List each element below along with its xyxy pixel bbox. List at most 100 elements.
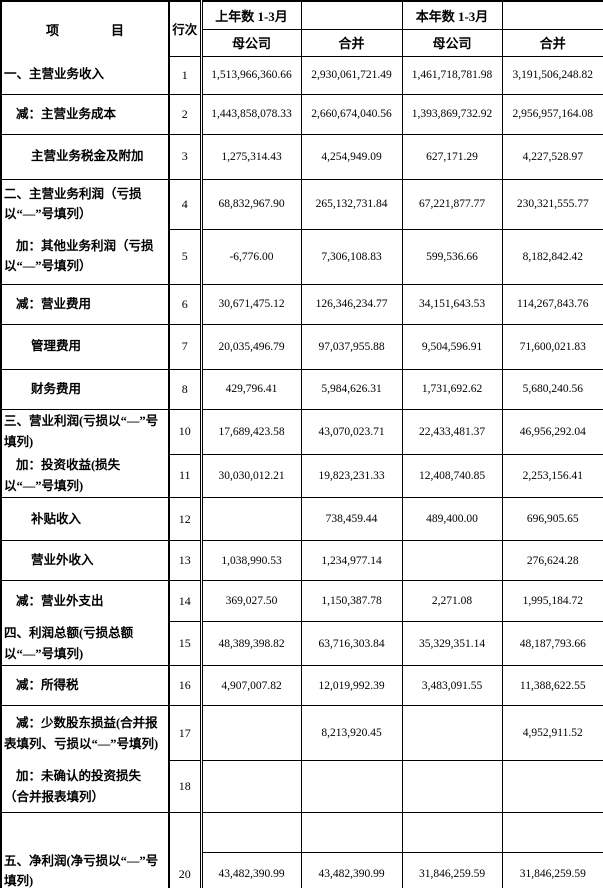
table-row: 营业外收入 13 1,038,990.53 1,234,977.14 276,624.2… bbox=[0, 540, 603, 582]
value-cell: 1,995,184.72 bbox=[501, 580, 603, 623]
value-cell: 43,482,390.99 bbox=[300, 852, 403, 888]
column-header-curr-period: 本年数 1-3月 bbox=[401, 0, 503, 30]
line-number-cell: 12 bbox=[168, 497, 202, 542]
item-cell: 二、主营业务利润（亏损以“—”号填列） bbox=[0, 178, 170, 229]
table-row: 管理费用 7 20,035,496.79 97,037,955.88 9,504,596… bbox=[0, 323, 603, 370]
value-cell: 1,038,990.53 bbox=[199, 540, 302, 582]
value-cell: 97,037,955.88 bbox=[300, 323, 403, 370]
value-cell: 2,660,674,040.56 bbox=[300, 93, 403, 135]
value-cell: 1,513,966,360.66 bbox=[199, 55, 302, 95]
value-cell: 11,388,622.55 bbox=[501, 665, 603, 707]
item-cell: 减：少数股东损益(合并报表填列、亏损以“—”号填列) bbox=[0, 705, 170, 761]
line-number-cell: 11 bbox=[168, 453, 202, 499]
value-cell: 12,408,740.85 bbox=[401, 453, 503, 499]
table-row: 43,482,390.99 43,482,390.99 31,846,259.59 3… bbox=[1, 852, 603, 888]
table-row: 三、营业利润(亏损以“—”号填列) 10 17,689,423.58 43,070,0… bbox=[0, 408, 603, 455]
item-cell: 加：其他业务利润（亏损以“—”号填列） bbox=[0, 229, 170, 284]
value-cell: 30,030,012.21 bbox=[199, 453, 302, 499]
value-cell: 276,624.28 bbox=[501, 540, 603, 582]
value-cell: 7,306,108.83 bbox=[300, 228, 403, 285]
value-cell: 738,459.44 bbox=[300, 497, 403, 542]
value-cell: 1,731,692.62 bbox=[401, 368, 503, 410]
value-cell: 31,846,259.59 bbox=[501, 852, 603, 888]
column-header-line-no: 行次 bbox=[168, 0, 202, 57]
value-cell bbox=[401, 760, 503, 814]
table-row: 减：所得税 16 4,907,007.82 12,019,992.39 3,483,09… bbox=[0, 665, 603, 707]
value-cell bbox=[199, 760, 302, 814]
line-number-cell: 17 bbox=[168, 705, 202, 762]
value-cell: 230,321,555.77 bbox=[501, 178, 603, 230]
value-cell: 114,267,843.76 bbox=[501, 283, 603, 325]
item-cell: 减：主营业务成本 bbox=[0, 93, 170, 134]
item-cell: 四、利润总额(亏损总额以“—”号填列) bbox=[0, 621, 170, 666]
line-number-cell: 16 bbox=[168, 665, 202, 707]
table-row: 主营业务税金及附加 3 1,275,314.43 4,254,949.09 627,17… bbox=[0, 133, 603, 180]
item-cell: 加：投资收益(损失以“—”号填列) bbox=[0, 454, 170, 498]
item-cell: 营业外收入 bbox=[0, 540, 170, 581]
column-header-prev-period: 上年数 1-3月 bbox=[199, 0, 302, 30]
value-cell: 22,433,481.37 bbox=[401, 408, 503, 455]
line-number-cell: 3 bbox=[168, 133, 202, 180]
column-header-consolidated-prev: 合并 bbox=[300, 28, 403, 57]
value-cell: 31,846,259.59 bbox=[401, 852, 503, 888]
line-number-cell: 1 bbox=[168, 55, 202, 95]
item-cell: 管理费用 bbox=[0, 323, 170, 369]
value-cell: 1,393,869,732.92 bbox=[401, 93, 503, 135]
table-row: 五、净利润(净亏损以“—”号填列) 20 bbox=[0, 812, 603, 888]
value-cell: 8,182,842.42 bbox=[501, 228, 603, 285]
value-cell: 4,227,528.97 bbox=[501, 133, 603, 180]
value-cell-empty bbox=[199, 812, 302, 854]
value-cell: 48,389,398.82 bbox=[199, 621, 302, 667]
item-cell: 减：营业费用 bbox=[0, 283, 170, 324]
value-cell: 43,482,390.99 bbox=[199, 852, 302, 888]
table-row: 加：其他业务利润（亏损以“—”号填列） 5 -6,776.00 7,306,108.8… bbox=[0, 228, 603, 285]
table-header: 项 目 行次 上年数 1-3月 本年数 1-3月 母公司 合并 母公司 合并 bbox=[0, 0, 603, 57]
item-cell: 五、净利润(净亏损以“—”号填列) bbox=[0, 812, 170, 888]
value-cell: -6,776.00 bbox=[199, 228, 302, 285]
value-cell bbox=[501, 760, 603, 814]
table-row: 财务费用 8 429,796.41 5,984,626.31 1,731,692.62 5… bbox=[0, 368, 603, 410]
value-cell: 126,346,234.77 bbox=[300, 283, 403, 325]
line-number-cell: 7 bbox=[168, 323, 202, 370]
value-cell: 1,234,977.14 bbox=[300, 540, 403, 582]
table-row: 二、主营业务利润（亏损以“—”号填列） 4 68,832,967.90 265,132… bbox=[0, 178, 603, 230]
line-number-cell: 13 bbox=[168, 540, 202, 582]
value-cell: 599,536.66 bbox=[401, 228, 503, 285]
value-cell: 2,930,061,721.49 bbox=[300, 55, 403, 95]
value-cell: 5,680,240.56 bbox=[501, 368, 603, 410]
column-header-item: 项 目 bbox=[0, 0, 170, 56]
value-cell: 5,984,626.31 bbox=[300, 368, 403, 410]
value-cell: 369,027.50 bbox=[199, 580, 302, 623]
value-cell: 8,213,920.45 bbox=[300, 705, 403, 762]
item-cell: 一、主营业务收入 bbox=[0, 56, 170, 94]
value-cell: 30,671,475.12 bbox=[199, 283, 302, 325]
line-number-cell: 6 bbox=[168, 283, 202, 325]
table-row: 减：营业外支出 14 369,027.50 1,150,387.78 2,271.08 1… bbox=[0, 580, 603, 623]
header-row-entities: 母公司 合并 母公司 合并 bbox=[1, 28, 603, 57]
value-cell: 1,150,387.78 bbox=[300, 580, 403, 623]
column-header-parent-curr: 母公司 bbox=[401, 28, 503, 57]
line-number-cell: 8 bbox=[168, 368, 202, 410]
line-number-cell: 5 bbox=[168, 228, 202, 285]
value-cell: 265,132,731.84 bbox=[300, 178, 403, 230]
line-number-cell: 14 bbox=[168, 580, 202, 623]
line-number-cell: 18 bbox=[168, 760, 202, 814]
value-cell: 1,461,718,781.98 bbox=[401, 55, 503, 95]
value-cell: 2,956,957,164.08 bbox=[501, 93, 603, 135]
table-row: 补贴收入 12 738,459.44 489,400.00 696,905.65 bbox=[0, 497, 603, 542]
value-cell bbox=[199, 705, 302, 762]
item-cell: 主营业务税金及附加 bbox=[0, 133, 170, 179]
value-cell: 48,187,793.66 bbox=[501, 621, 603, 667]
header-empty-cell bbox=[501, 0, 603, 30]
item-cell: 财务费用 bbox=[0, 368, 170, 409]
value-cell: 46,956,292.04 bbox=[501, 408, 603, 455]
value-cell: 3,483,091.55 bbox=[401, 665, 503, 707]
value-cell: 2,253,156.41 bbox=[501, 453, 603, 499]
value-cell: 71,600,021.83 bbox=[501, 323, 603, 370]
value-cell-empty bbox=[401, 812, 503, 854]
value-cell: 9,504,596.91 bbox=[401, 323, 503, 370]
value-cell: 68,832,967.90 bbox=[199, 178, 302, 230]
item-cell: 减：所得税 bbox=[0, 665, 170, 706]
table-body: 一、主营业务收入 1 1,513,966,360.66 2,930,061,721.4… bbox=[0, 55, 603, 888]
